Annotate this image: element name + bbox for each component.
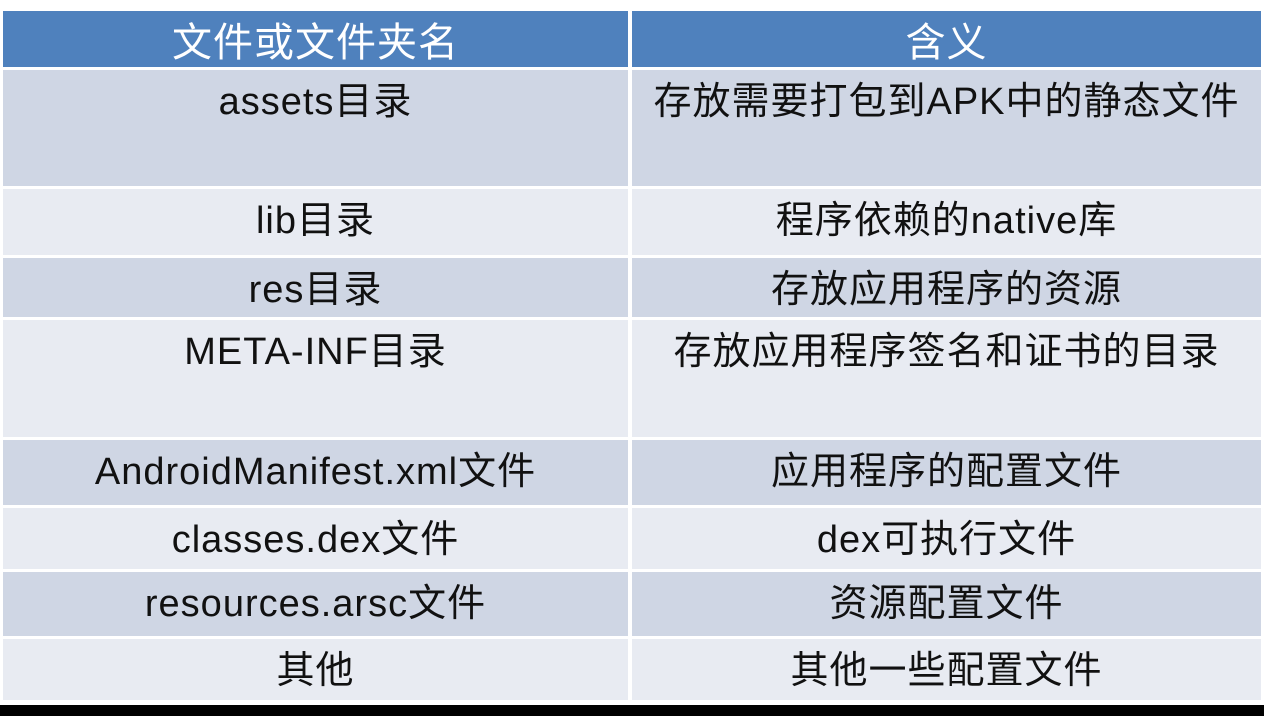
table-row-meta-inf: META-INF目录 存放应用程序签名和证书的目录 [3, 320, 1261, 437]
cell-file-name: assets目录 [3, 70, 628, 186]
table-row-classes-dex: classes.dex文件 dex可执行文件 [3, 508, 1261, 569]
cell-file-name: res目录 [3, 258, 628, 317]
apk-structure-table: 文件或文件夹名 含义 assets目录 存放需要打包到APK中的静态文件 lib… [3, 11, 1261, 703]
cell-file-name: classes.dex文件 [3, 508, 628, 569]
cell-meaning: 资源配置文件 [632, 572, 1261, 636]
table-row-other: 其他 其他一些配置文件 [3, 639, 1261, 700]
table-row-res: res目录 存放应用程序的资源 [3, 258, 1261, 317]
cell-meaning: 存放应用程序的资源 [632, 258, 1261, 317]
header-cell-meaning: 含义 [632, 11, 1261, 67]
cell-file-name: AndroidManifest.xml文件 [3, 440, 628, 505]
header-cell-file-or-folder: 文件或文件夹名 [3, 11, 628, 67]
cell-file-name: META-INF目录 [3, 320, 628, 437]
table-header-row: 文件或文件夹名 含义 [3, 11, 1261, 67]
cell-file-name: 其他 [3, 639, 628, 700]
bottom-black-bar [0, 705, 1264, 716]
cell-file-name: resources.arsc文件 [3, 572, 628, 636]
cell-meaning: dex可执行文件 [632, 508, 1261, 569]
cell-file-name: lib目录 [3, 189, 628, 255]
table-row-androidmanifest: AndroidManifest.xml文件 应用程序的配置文件 [3, 440, 1261, 505]
cell-meaning: 程序依赖的native库 [632, 189, 1261, 255]
table-row-assets: assets目录 存放需要打包到APK中的静态文件 [3, 70, 1261, 186]
cell-meaning: 存放应用程序签名和证书的目录 [632, 320, 1261, 437]
table-row-resources-arsc: resources.arsc文件 资源配置文件 [3, 572, 1261, 636]
cell-meaning: 应用程序的配置文件 [632, 440, 1261, 505]
cell-meaning: 其他一些配置文件 [632, 639, 1261, 700]
table-row-lib: lib目录 程序依赖的native库 [3, 189, 1261, 255]
cell-meaning: 存放需要打包到APK中的静态文件 [632, 70, 1261, 186]
